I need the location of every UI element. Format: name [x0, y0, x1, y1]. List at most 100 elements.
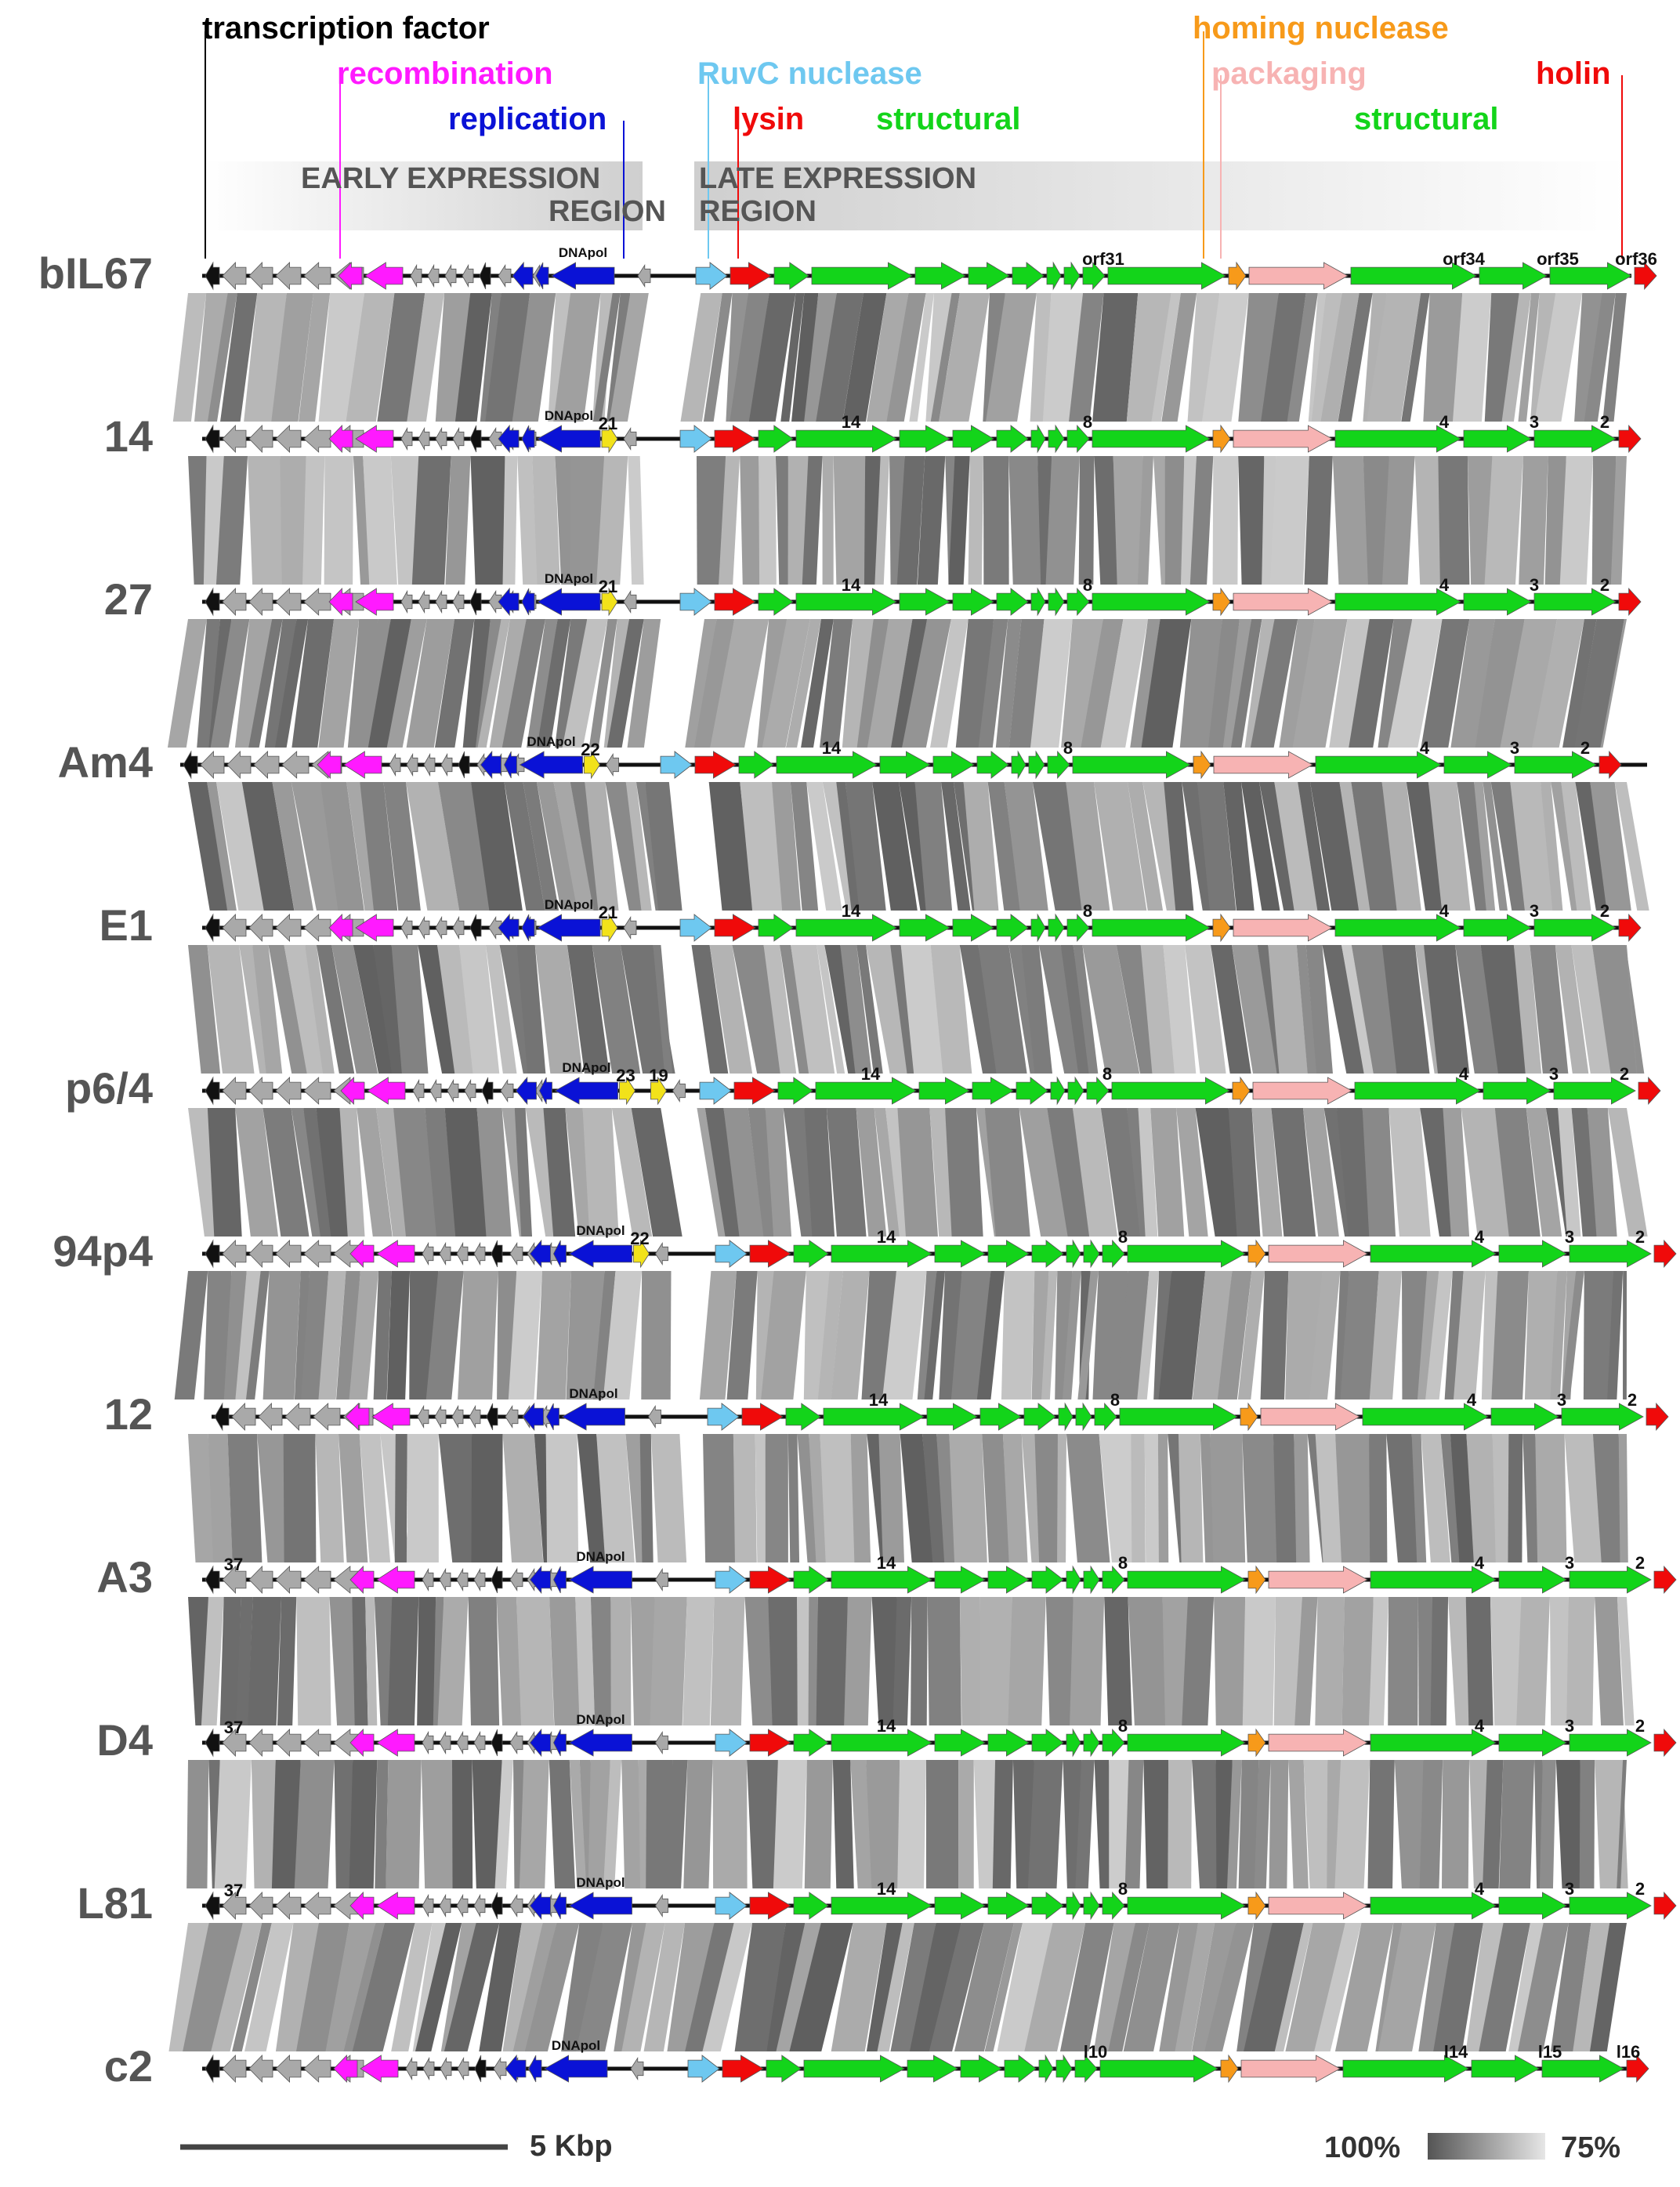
recombination-gene — [349, 1240, 375, 1268]
similarity-band — [1614, 782, 1649, 911]
similarity-band — [785, 619, 821, 748]
similarity-band — [650, 1597, 687, 1725]
similarity-band — [832, 1760, 854, 1888]
structural-gene — [1016, 1077, 1048, 1105]
similarity-band — [628, 456, 644, 585]
gene-number-label: 4 — [1475, 1553, 1485, 1573]
gene-small — [444, 263, 457, 288]
similarity-band — [271, 293, 314, 422]
gene-small — [630, 2057, 644, 2080]
similarity-band — [606, 293, 631, 422]
structural-gene — [1012, 262, 1045, 290]
similarity-band — [440, 1923, 476, 2051]
similarity-band — [890, 1923, 936, 2051]
structural-gene — [793, 1729, 829, 1757]
packaging-gene — [1248, 262, 1349, 290]
extra-gene-label: 21 — [599, 577, 617, 596]
similarity-band — [1045, 1597, 1077, 1725]
similarity-band — [765, 1434, 788, 1562]
structural-gene — [1463, 425, 1532, 453]
similarity-band-block — [188, 1108, 1648, 1237]
similarity-band — [959, 945, 1001, 1074]
similarity-band — [1250, 619, 1298, 748]
replication-gene — [522, 1402, 544, 1432]
similarity-band — [596, 1434, 635, 1562]
similarity-band — [588, 1760, 610, 1888]
recombination-gene — [338, 262, 363, 290]
replication-gene — [529, 1239, 551, 1269]
replication-gene — [498, 913, 520, 943]
structural-gene — [1072, 751, 1191, 779]
homing-nuclease-gene — [1232, 1076, 1251, 1106]
similarity-band — [210, 619, 250, 748]
similarity-band — [359, 619, 391, 748]
similarity-band — [1583, 1271, 1613, 1399]
similarity-band — [1466, 1434, 1501, 1562]
similarity-band — [1296, 945, 1317, 1074]
similarity-band — [298, 293, 331, 422]
replication-gene — [521, 425, 535, 453]
similarity-band — [1271, 1108, 1316, 1237]
structural-gene — [952, 425, 994, 453]
similarity-band — [1450, 619, 1495, 748]
similarity-band — [1078, 456, 1095, 585]
structural-gene — [1094, 1402, 1117, 1432]
extra-gene-label: 22 — [630, 1229, 649, 1248]
structural-gene — [1086, 1076, 1110, 1106]
gene-number-label: 4 — [1475, 1716, 1485, 1736]
structural-gene — [996, 425, 1029, 453]
similarity-band-block — [188, 945, 1645, 1074]
similarity-band — [680, 293, 722, 422]
similarity-band — [376, 1108, 411, 1237]
gene-small — [493, 2057, 507, 2080]
similarity-band — [349, 1760, 378, 1888]
similarity-band — [386, 619, 427, 748]
gene-small — [452, 426, 465, 451]
similarity-band-block — [168, 1923, 1627, 2051]
similarity-band — [352, 1597, 368, 1725]
similarity-band — [1534, 293, 1583, 422]
similarity-band — [471, 1434, 503, 1562]
gene-small — [422, 1241, 434, 1266]
gene-small — [417, 1404, 429, 1429]
similarity-band — [1559, 456, 1593, 585]
similarity-band — [272, 782, 313, 911]
similarity-band — [697, 1108, 726, 1237]
similarity-band — [188, 1434, 216, 1562]
similarity-band — [593, 293, 621, 422]
similarity-band — [575, 1597, 596, 1725]
similarity-band — [1607, 1108, 1648, 1237]
gene-small — [456, 1567, 469, 1592]
similarity-band — [296, 1597, 331, 1725]
similarity-band — [1311, 293, 1342, 422]
structural-gene — [899, 588, 950, 616]
recombination-gene — [367, 1077, 406, 1105]
structural-gene — [1102, 1239, 1125, 1269]
similarity-band — [373, 1271, 392, 1399]
similarity-band — [316, 1108, 355, 1237]
similarity-band — [831, 1271, 870, 1399]
similarity-band — [352, 1923, 415, 2051]
gene-early — [275, 1892, 302, 1920]
similarity-band — [1483, 782, 1508, 911]
similarity-band — [1093, 1923, 1135, 2051]
gene-early — [222, 2055, 247, 2083]
recombination-gene — [355, 425, 394, 453]
similarity-band — [856, 619, 889, 748]
gene-early — [248, 914, 273, 942]
similarity-band — [517, 456, 538, 585]
similarity-band — [1185, 945, 1226, 1074]
similarity-band — [755, 1434, 768, 1562]
similarity-band — [1483, 1760, 1504, 1888]
similarity-band — [577, 1434, 610, 1562]
similarity-band — [1551, 1923, 1591, 2051]
replication-gene — [529, 1565, 551, 1595]
recombination-gene — [371, 1403, 411, 1431]
similarity-band — [1236, 1923, 1273, 2051]
structural-gene — [1067, 1076, 1084, 1106]
similarity-band — [1073, 945, 1099, 1074]
similarity-band — [1351, 945, 1404, 1074]
structural-gene — [1362, 1403, 1489, 1431]
similarity-band — [343, 1923, 385, 2051]
structural-gene — [1127, 1729, 1246, 1757]
